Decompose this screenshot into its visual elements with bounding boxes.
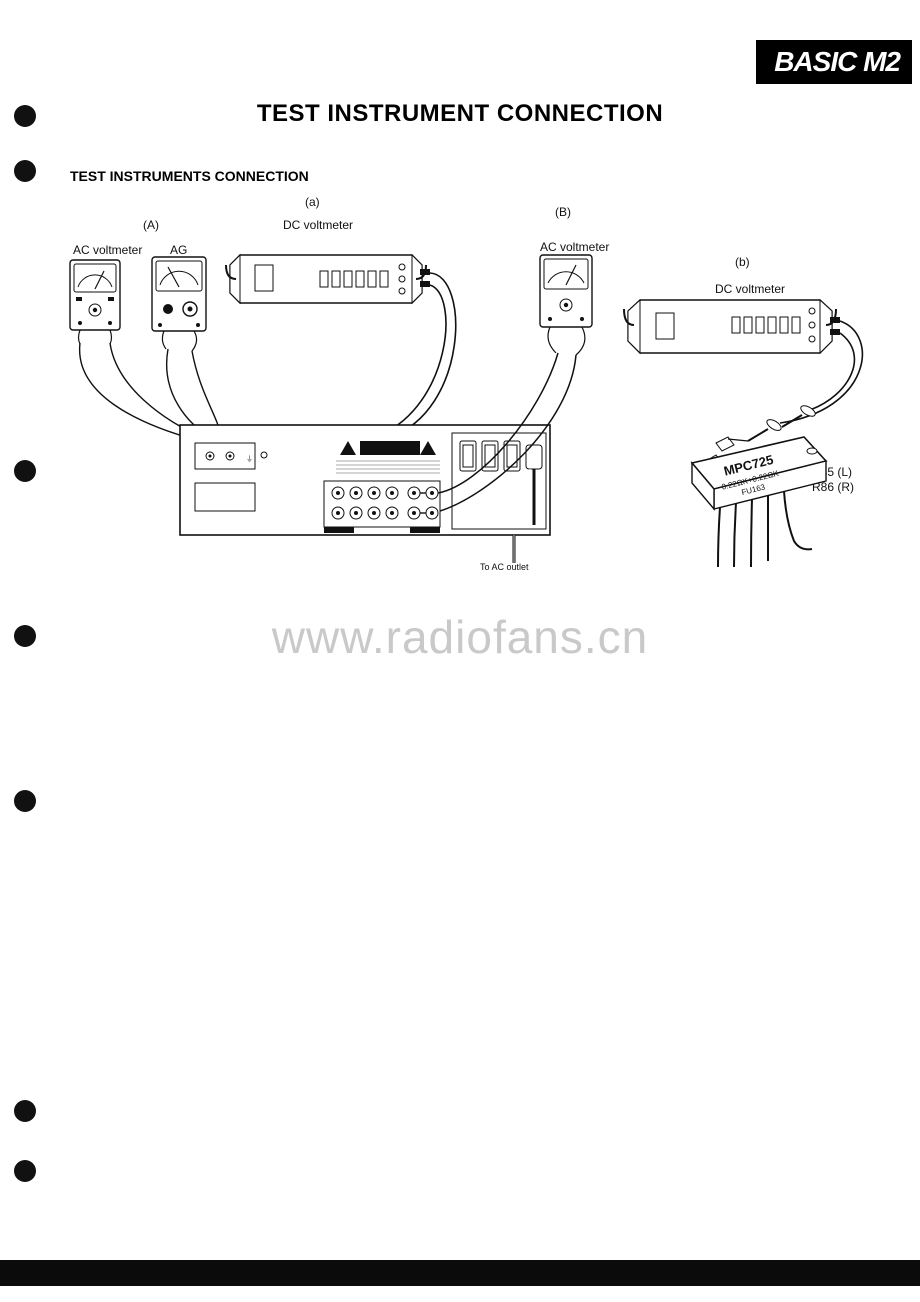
ac-voltmeter-left-icon (70, 260, 120, 344)
cable (380, 285, 446, 435)
speaker-terminals (324, 481, 440, 527)
ac-voltmeter-right-icon (540, 255, 592, 355)
mpc725-chip-icon: MPC725 0.22ΩK+0.22ΩK FU163 (692, 437, 826, 567)
brand-text: BASIC M2 (774, 46, 900, 77)
connection-diagram: ⏚ (60, 185, 880, 585)
cable (167, 349, 210, 437)
plug-icon (782, 404, 817, 427)
punch-hole (14, 105, 36, 127)
punch-hole (14, 1100, 36, 1122)
svg-text:⏚: ⏚ (246, 455, 253, 463)
page: BASIC M2 TEST INSTRUMENT CONNECTION TEST… (0, 0, 920, 1302)
section-title: TEST INSTRUMENTS CONNECTION (70, 168, 309, 184)
brand-box: BASIC M2 (756, 40, 912, 84)
punch-hole (14, 1160, 36, 1182)
plug-icon (748, 417, 783, 441)
cable (192, 351, 220, 435)
dc-voltmeter-a-icon (226, 255, 430, 303)
footer-bar (0, 1260, 920, 1286)
punch-hole (14, 160, 36, 182)
dc-voltmeter-b-icon (624, 300, 840, 353)
ag-meter-icon (152, 257, 206, 351)
probe-clip-icon (716, 437, 748, 451)
diagram-container: ⏚ (60, 185, 880, 585)
punch-hole (14, 460, 36, 482)
page-title: TEST INSTRUMENT CONNECTION (0, 100, 920, 128)
watermark-text: www.radiofans.cn (0, 610, 920, 664)
punch-hole (14, 790, 36, 812)
